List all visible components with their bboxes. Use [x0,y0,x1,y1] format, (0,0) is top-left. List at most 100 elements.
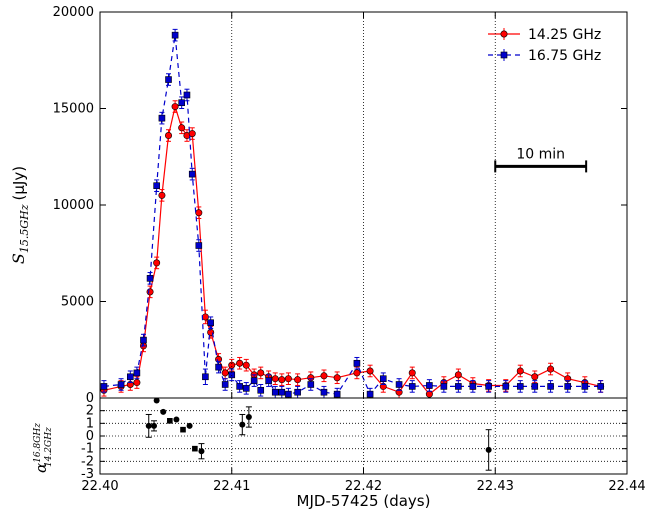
spectral-index-y-axis-label: α16.8GHz14.2GHz [32,423,54,473]
flux-y-axis-label-symbol: S [9,253,28,264]
scale-bar-label: 10 min [516,146,565,162]
spectral-index-superscript: 16.8GHz [33,423,43,463]
data-point-square [228,371,236,379]
data-point-square [333,390,341,398]
legend-entry-1: 14.25 GHz [528,27,601,43]
data-point-circle [236,359,244,367]
data-point-square [140,336,147,344]
data-point-circle [284,375,292,383]
data-point-circle [531,373,539,381]
x-tick-label: 22.42 [345,479,382,494]
data-point-circle [228,361,236,369]
x-tick-label: 22.44 [608,479,645,494]
data-point-square [294,388,301,396]
spectral-index-series [145,397,492,471]
x-tick-label: 22.43 [477,479,514,494]
data-point-square [502,383,510,390]
data-point-square [564,383,572,390]
data-point-square [188,170,196,178]
data-point-square [408,383,416,390]
data-point-square [531,383,539,390]
data-point-square [153,182,160,189]
flux-y-tick-label: 0 [86,391,94,406]
data-point-circle [366,367,374,375]
legend-marker-circle [500,30,508,38]
flux-y-axis-label-unit: (μJy) [10,166,28,201]
data-point-circle [201,313,209,321]
alpha-data-point-square [192,445,198,452]
data-point-circle [165,132,173,140]
data-point-square [469,383,477,390]
data-point-square [271,388,279,396]
alpha-data-point [145,422,152,429]
spectral-index-y-tick-label: -3 [81,467,94,482]
data-point-circle [171,103,179,111]
data-point-circle [242,361,250,369]
data-point-square [320,388,328,396]
data-point-square [178,99,185,107]
data-point-square [265,377,272,384]
data-point-circle [320,372,328,380]
data-point-square [100,383,108,390]
data-point-square [158,114,166,122]
alpha-data-point-square [180,426,186,433]
data-point-circle [294,376,302,384]
data-point-circle [425,390,433,398]
data-point-circle [454,371,462,379]
legend: 14.25 GHz 16.75 GHz [488,27,601,64]
data-point-square [395,381,403,388]
spectral-index-subscript: 14.2GHz [44,427,54,467]
spectral-index-y-tick-label: -1 [81,442,94,457]
data-point-circle [353,369,361,377]
data-point-square [440,383,448,390]
flux-series [100,28,605,399]
data-point-square [581,383,589,390]
alpha-data-point [153,397,160,404]
spectral-index-y-tick-label: -2 [81,454,94,469]
x-axis-ticks: 22.40 22.41 22.42 22.43 22.44 [81,468,646,494]
data-point-square [133,369,141,377]
data-point-circle [408,369,416,377]
data-point-circle [188,130,196,138]
data-point-square [202,373,209,381]
data-point-square [426,382,433,389]
data-point-square [236,383,243,390]
flux-panel: 0 5000 10000 15000 20000 10 min 14.25 GHz 16.… [9,5,628,406]
x-tick-label: 22.40 [81,479,118,494]
data-point-square [516,383,524,390]
flux-y-axis-label: S15.5GHz (μJy) [9,166,31,264]
data-point-square [547,383,554,390]
x-tick-label: 22.41 [213,479,250,494]
legend-entry-2: 16.75 GHz [528,48,601,64]
data-point-square [242,385,250,392]
legend-marker-square [500,51,508,59]
data-point-circle [133,379,141,387]
data-point-circle [221,369,229,377]
data-point-square [307,381,315,388]
data-point-square [379,375,387,383]
alpha-data-point [245,414,252,420]
data-point-circle [195,209,203,217]
data-point-square [165,76,172,83]
data-point-circle [547,365,555,373]
data-point-square [195,242,203,249]
data-point-circle [153,259,161,267]
flux-y-tick-label: 10000 [53,198,94,213]
data-point-square [207,319,214,327]
data-point-square [215,363,222,371]
data-point-square [285,390,292,398]
x-axis-label: MJD-57425 (days) [297,492,431,510]
flux-y-tick-label: 5000 [61,295,94,310]
alpha-data-point [485,446,492,453]
spectral-index-y-tick-label: 2 [86,404,94,419]
spectral-index-symbol: α [32,463,50,473]
alpha-data-point [151,422,158,429]
data-point-square [278,388,286,396]
data-point-square [146,275,154,282]
spectral-index-y-tick-label: 1 [86,416,94,431]
data-point-circle [158,191,166,199]
data-point-square [221,381,229,388]
data-point-circle [271,375,279,383]
data-point-square [257,386,265,394]
data-point-circle [146,288,154,296]
